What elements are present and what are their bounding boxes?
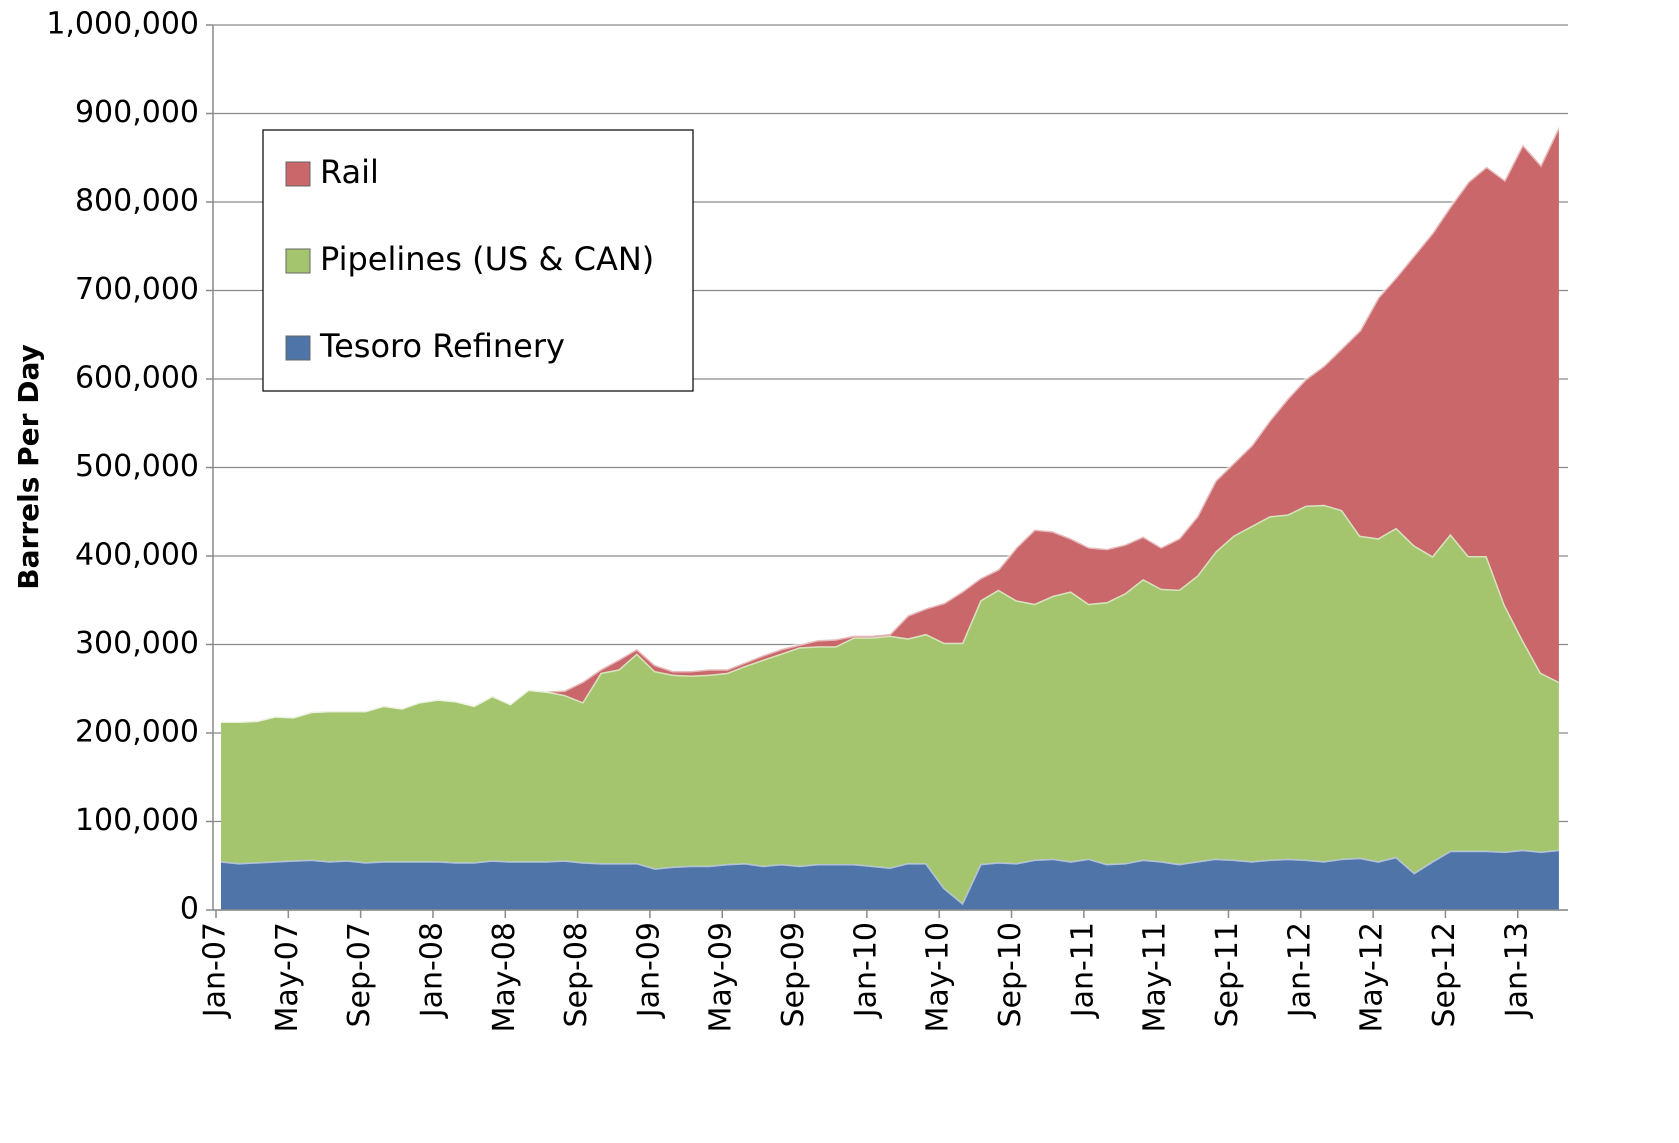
y-tick-label: 300,000 [75, 626, 199, 661]
area-edge [221, 126, 1561, 723]
y-tick-label: 100,000 [75, 803, 199, 838]
x-tick-label: Sep-09 [776, 922, 811, 1028]
y-tick-label: 400,000 [75, 538, 199, 573]
area [221, 849, 1559, 910]
x-tick-label: Jan-08 [414, 922, 449, 1019]
legend-box [262, 129, 694, 392]
legend-label: Rail [320, 153, 379, 191]
x-tick-label: Jan-11 [1065, 922, 1100, 1019]
y-tick-label: 800,000 [75, 184, 199, 219]
x-tick-label: Jan-13 [1499, 922, 1534, 1019]
y-tick-label: 900,000 [75, 95, 199, 130]
x-tick-label: Sep-12 [1427, 922, 1462, 1028]
x-tick-label: May-12 [1355, 922, 1390, 1033]
area [221, 126, 1559, 722]
y-axis-label: Barrels Per Day [12, 344, 45, 589]
x-tick-label: May-10 [921, 922, 956, 1033]
y-tick-label: 200,000 [75, 715, 199, 750]
legend-label: Pipelines (US & CAN) [320, 240, 654, 278]
x-tick-label: Jan-09 [631, 922, 666, 1019]
x-tick-label: Sep-07 [342, 922, 377, 1028]
x-tick-label: May-07 [270, 922, 305, 1033]
x-tick-label: Jan-12 [1282, 922, 1317, 1019]
y-tick-label: 500,000 [75, 449, 199, 484]
y-tick-label: 1,000,000 [46, 7, 199, 42]
x-tick-label: Jan-10 [848, 922, 883, 1019]
area [221, 504, 1559, 903]
y-tick-label: 700,000 [75, 272, 199, 307]
x-tick-label: May-08 [487, 922, 522, 1033]
x-tick-label: May-11 [1138, 922, 1173, 1033]
x-tick-label: Sep-10 [993, 922, 1028, 1028]
legend-swatch [285, 248, 311, 274]
y-tick-label: 0 [180, 892, 199, 927]
x-tick-label: Sep-11 [1210, 922, 1245, 1028]
legend-label: Tesoro Refinery [319, 327, 565, 365]
x-tick-label: Sep-08 [559, 922, 594, 1028]
x-tick-label: Jan-07 [198, 922, 233, 1019]
legend-swatch [285, 161, 311, 187]
y-tick-label: 600,000 [75, 361, 199, 396]
x-tick-label: May-09 [704, 922, 739, 1033]
legend-swatch [285, 335, 311, 361]
